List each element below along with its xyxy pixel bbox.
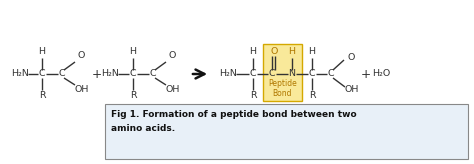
- Text: O: O: [270, 48, 278, 57]
- Text: OH: OH: [166, 85, 180, 94]
- Text: Peptide: Peptide: [268, 80, 297, 89]
- Text: R: R: [250, 92, 256, 101]
- Text: H₂N: H₂N: [219, 70, 237, 79]
- Text: H: H: [38, 48, 46, 57]
- Bar: [263, 44, 302, 101]
- Text: H: H: [309, 48, 316, 57]
- Text: N: N: [289, 70, 295, 79]
- Text: H: H: [289, 48, 295, 57]
- Text: H₂O: H₂O: [372, 70, 390, 79]
- Text: C: C: [150, 70, 156, 79]
- Text: +: +: [361, 68, 371, 81]
- Text: OH: OH: [345, 85, 359, 94]
- Text: C: C: [309, 70, 315, 79]
- Text: amino acids.: amino acids.: [111, 124, 175, 133]
- Text: H: H: [249, 48, 256, 57]
- Text: O: O: [168, 51, 176, 61]
- Text: H: H: [129, 48, 137, 57]
- Text: R: R: [130, 92, 137, 101]
- Text: C: C: [269, 70, 275, 79]
- Text: Fig 1. Formation of a peptide bond between two: Fig 1. Formation of a peptide bond betwe…: [111, 110, 356, 119]
- Text: OH: OH: [75, 85, 89, 94]
- Text: Bond: Bond: [273, 89, 292, 98]
- Text: R: R: [309, 92, 315, 101]
- Text: C: C: [250, 70, 256, 79]
- Text: O: O: [77, 51, 85, 61]
- Text: O: O: [347, 52, 355, 62]
- Text: H₂N: H₂N: [11, 70, 29, 79]
- Text: C: C: [59, 70, 65, 79]
- Text: R: R: [39, 92, 46, 101]
- Text: C: C: [130, 70, 137, 79]
- Text: C: C: [39, 70, 46, 79]
- Text: C: C: [328, 70, 334, 79]
- Text: H₂N: H₂N: [101, 70, 119, 79]
- Bar: [105, 104, 468, 159]
- Text: +: +: [92, 68, 102, 81]
